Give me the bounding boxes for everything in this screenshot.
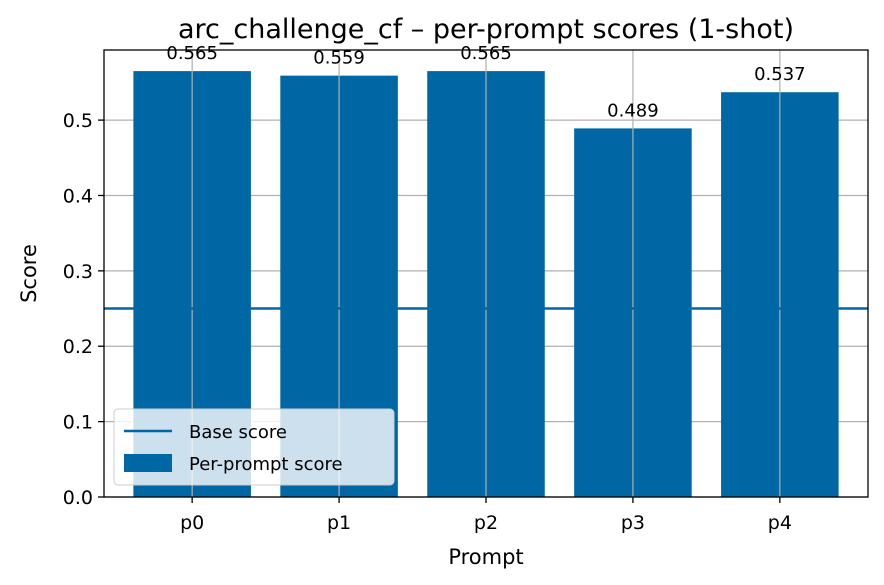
y-tick-label: 0.5	[63, 110, 93, 132]
y-tick-label: 0.3	[63, 261, 93, 283]
x-tick-label-p3: p3	[621, 512, 645, 534]
data-label-p3: 0.489	[607, 100, 659, 121]
y-axis-ticks: 0.0 0.1 0.2 0.3 0.4 0.5	[63, 110, 104, 509]
data-labels: 0.565 0.559 0.565 0.489 0.537	[166, 43, 805, 121]
y-tick-label: 0.2	[63, 336, 93, 358]
y-axis-label: Score	[17, 244, 41, 303]
x-axis-ticks: p0 p1 p2 p3 p4	[180, 497, 792, 534]
chart-title: arc_challenge_cf – per-prompt scores (1-…	[178, 14, 794, 45]
y-tick-label: 0.1	[63, 412, 93, 434]
y-tick-label: 0.4	[63, 185, 93, 207]
legend-baseline-label: Base score	[189, 422, 287, 443]
legend-bar-label: Per-prompt score	[189, 454, 343, 475]
x-tick-label-p4: p4	[768, 512, 792, 534]
x-axis-label: Prompt	[448, 545, 523, 569]
data-label-p4: 0.537	[754, 64, 806, 85]
y-tick-label: 0.0	[63, 487, 93, 509]
data-label-p1: 0.559	[313, 48, 365, 69]
x-tick-label-p0: p0	[180, 512, 204, 534]
legend: Base score Per-prompt score	[113, 408, 395, 486]
x-tick-label-p1: p1	[327, 512, 351, 534]
data-label-p0: 0.565	[166, 43, 218, 64]
legend-box	[113, 408, 395, 486]
legend-bar-swatch	[124, 454, 172, 472]
data-label-p2: 0.565	[460, 43, 512, 64]
x-tick-label-p2: p2	[474, 512, 498, 534]
